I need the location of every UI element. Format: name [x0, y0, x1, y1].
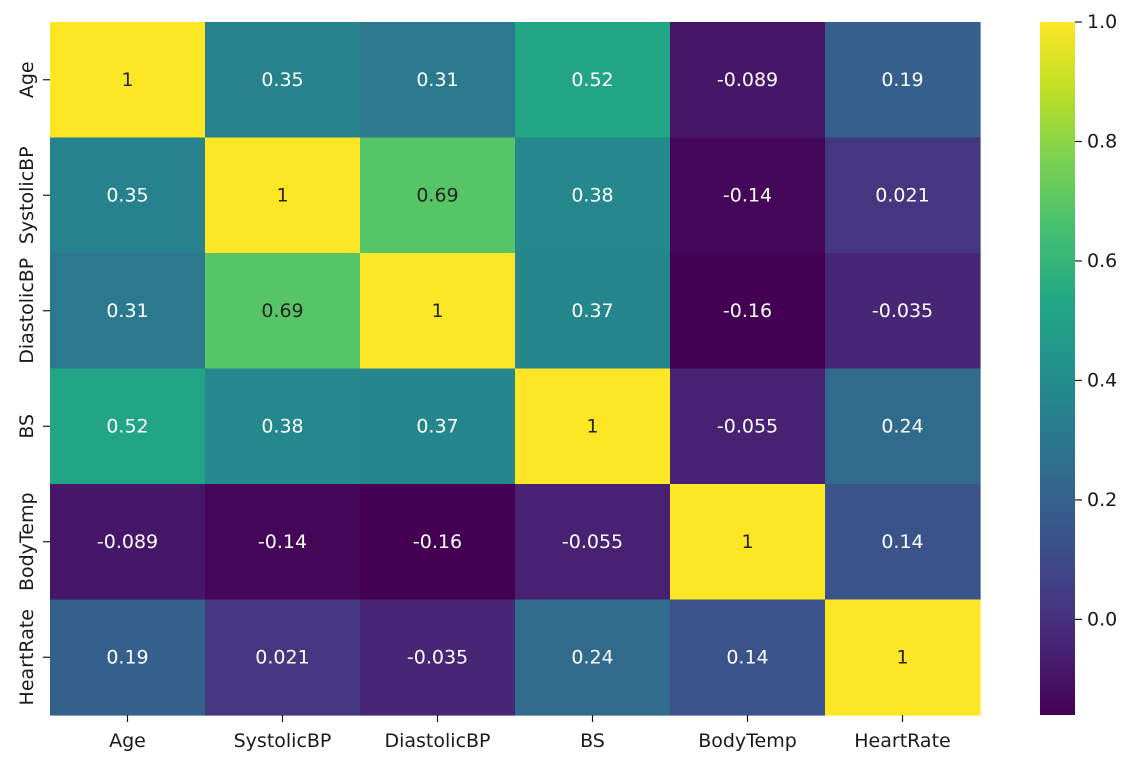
- colorbar-tick-label: 0.0: [1087, 608, 1117, 630]
- cell-annotation: 0.31: [416, 69, 458, 91]
- colorbar-gradient: [1040, 22, 1075, 715]
- heatmap-cell: [205, 484, 361, 601]
- colorbar-tick-label: 1.0: [1087, 11, 1117, 33]
- cell-annotation: -0.035: [407, 646, 468, 668]
- colorbar: 0.0 0.2 0.4 0.6 0.8 1.0: [1040, 11, 1117, 715]
- heatmap-cell: [50, 137, 206, 254]
- colorbar-tick-label: 0.8: [1087, 130, 1117, 152]
- heatmap-cell: [515, 599, 671, 716]
- cell-annotation: 0.37: [416, 415, 458, 437]
- heatmap-cell: [360, 368, 516, 485]
- cell-annotation: -0.089: [717, 69, 778, 91]
- cell-annotation: 0.38: [261, 415, 303, 437]
- cell-annotation: 0.52: [571, 69, 613, 91]
- heatmap-cell: [825, 22, 981, 139]
- cell-annotation: 1: [896, 646, 908, 668]
- heatmap-cell: [360, 253, 516, 370]
- heatmap-cell: [360, 22, 516, 139]
- heatmap-cell: [50, 368, 206, 485]
- cell-annotation: -0.16: [413, 531, 462, 553]
- cell-annotation: 1: [586, 415, 598, 437]
- cell-annotation: 1: [741, 531, 753, 553]
- cell-annotation: 0.69: [416, 184, 458, 206]
- heatmap-cell: [50, 22, 206, 139]
- y-tick-label: SystolicBP: [16, 146, 38, 244]
- y-tick-label: DiastolicBP: [16, 258, 38, 364]
- cell-annotation: -0.14: [258, 531, 307, 553]
- x-axis: Age SystolicBP DiastolicBP BS BodyTemp HeartR…: [109, 715, 951, 752]
- cell-annotation: 0.021: [875, 184, 929, 206]
- cell-annotation: -0.14: [723, 184, 772, 206]
- cell-annotation: 0.31: [106, 300, 148, 322]
- cell-annotation: 0.38: [571, 184, 613, 206]
- heatmap-cell: [670, 253, 826, 370]
- cell-annotation: 0.19: [881, 69, 923, 91]
- heatmap-cell: [825, 599, 981, 716]
- heatmap-cells: 1 0.35 0.31 0.52 -0.089 0.19 0.35 1 0.69 0.38 -0.1…: [50, 22, 981, 716]
- cell-annotation: 0.24: [881, 415, 923, 437]
- heatmap-cell: [670, 484, 826, 601]
- heatmap-cell: [205, 599, 361, 716]
- heatmap-cell: [825, 137, 981, 254]
- heatmap-cell: [515, 368, 671, 485]
- x-tick-label: Age: [109, 730, 146, 752]
- cell-annotation: -0.16: [723, 300, 772, 322]
- heatmap-cell: [360, 484, 516, 601]
- x-tick-label: SystolicBP: [234, 730, 332, 752]
- cell-annotation: 0.52: [106, 415, 148, 437]
- heatmap-cell: [670, 22, 826, 139]
- heatmap-cell: [825, 484, 981, 601]
- cell-annotation: -0.089: [97, 531, 158, 553]
- heatmap-cell: [205, 253, 361, 370]
- colorbar-tick-label: 0.6: [1087, 250, 1117, 272]
- heatmap-cell: [515, 22, 671, 139]
- y-tick-label: BodyTemp: [16, 492, 38, 591]
- colorbar-tick-label: 0.2: [1087, 489, 1117, 511]
- heatmap-cell: [515, 137, 671, 254]
- heatmap-cell: [825, 368, 981, 485]
- y-axis: Age SystolicBP DiastolicBP BS BodyTemp HeartR…: [16, 61, 50, 705]
- heatmap-cell: [515, 253, 671, 370]
- x-tick-label: DiastolicBP: [384, 730, 490, 752]
- cell-annotation: 0.19: [106, 646, 148, 668]
- heatmap-cell: [360, 599, 516, 716]
- colorbar-tick-label: 0.4: [1087, 369, 1117, 391]
- heatmap-cell: [360, 137, 516, 254]
- cell-annotation: 1: [431, 300, 443, 322]
- cell-annotation: 0.35: [261, 69, 303, 91]
- cell-annotation: 0.14: [881, 531, 923, 553]
- cell-annotation: 0.14: [726, 646, 768, 668]
- cell-annotation: -0.035: [872, 300, 933, 322]
- x-tick-label: BodyTemp: [698, 730, 797, 752]
- cell-annotation: 1: [121, 69, 133, 91]
- cell-annotation: 0.24: [571, 646, 613, 668]
- cell-annotation: 1: [276, 184, 288, 206]
- heatmap-cell: [50, 484, 206, 601]
- x-tick-label: HeartRate: [854, 730, 950, 752]
- heatmap-cell: [205, 368, 361, 485]
- heatmap-cell: [205, 137, 361, 254]
- x-tick-label: BS: [580, 730, 605, 752]
- heatmap-cell: [825, 253, 981, 370]
- cell-annotation: 0.021: [255, 646, 309, 668]
- cell-annotation: 0.69: [261, 300, 303, 322]
- heatmap-cell: [515, 484, 671, 601]
- heatmap-cell: [205, 22, 361, 139]
- y-tick-label: BS: [16, 414, 38, 439]
- heatmap-cell: [50, 253, 206, 370]
- cell-annotation: 0.37: [571, 300, 613, 322]
- heatmap-cell: [50, 599, 206, 716]
- heatmap-cell: [670, 368, 826, 485]
- heatmap-cell: [670, 599, 826, 716]
- cell-annotation: 0.35: [106, 184, 148, 206]
- y-tick-label: Age: [16, 61, 38, 98]
- cell-annotation: -0.055: [717, 415, 778, 437]
- y-tick-label: HeartRate: [16, 609, 38, 705]
- cell-annotation: -0.055: [562, 531, 623, 553]
- heatmap-cell: [670, 137, 826, 254]
